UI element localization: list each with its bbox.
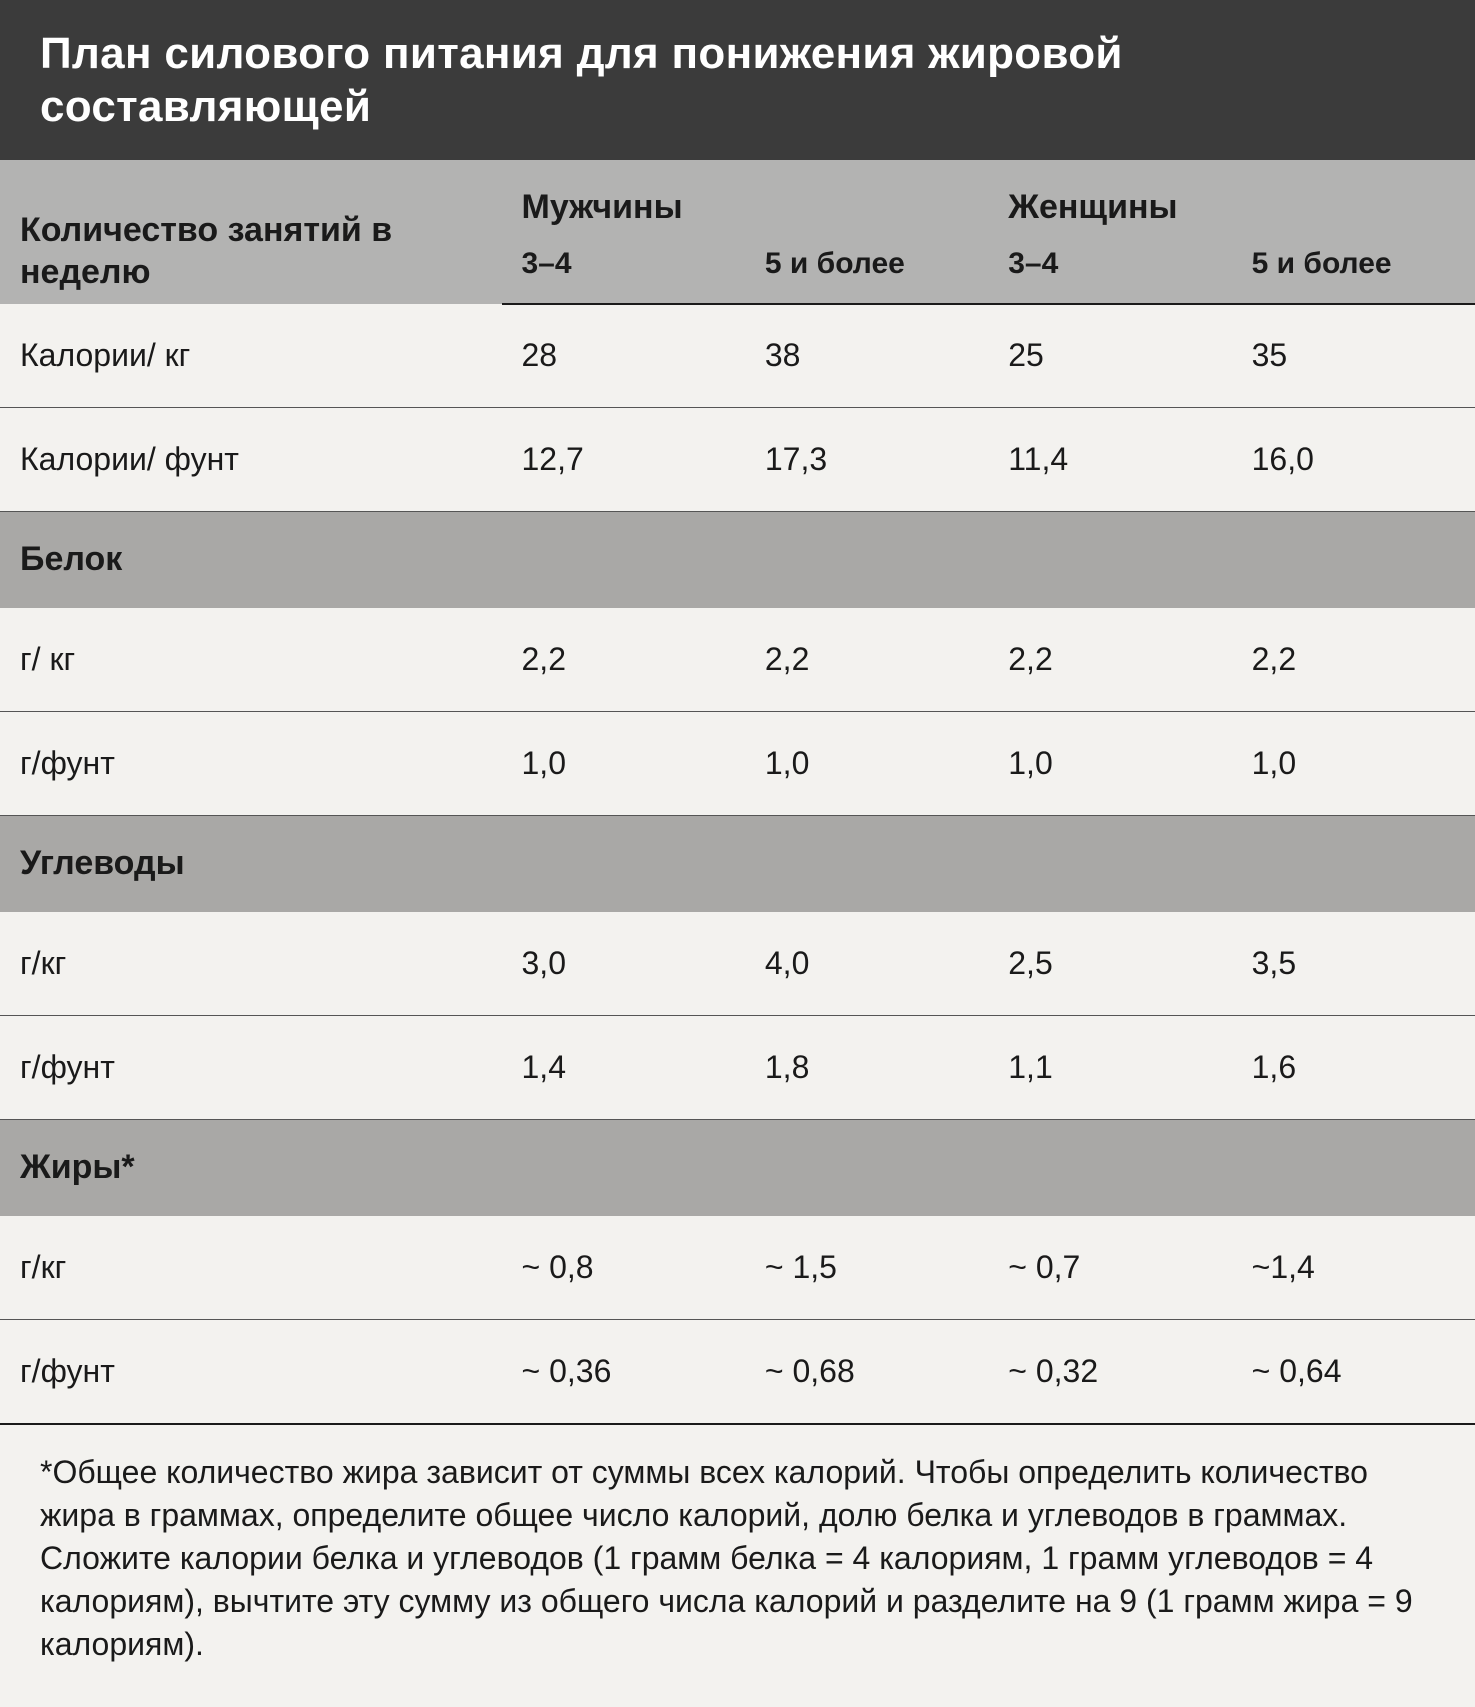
row-label: г/фунт [0, 1320, 502, 1424]
cell: 2,2 [502, 608, 745, 712]
table-row: г/фунт 1,4 1,8 1,1 1,6 [0, 1016, 1475, 1120]
col-sub-men-5p: 5 и более [745, 237, 988, 304]
table-row: г/кг ~ 0,8 ~ 1,5 ~ 0,7 ~1,4 [0, 1216, 1475, 1320]
cell: 2,2 [1232, 608, 1475, 712]
section-heading-label: Углеводы [0, 816, 1475, 912]
cell: 1,0 [1232, 712, 1475, 816]
nutrition-table: Количество занятий в неделю Мужчины Женщ… [0, 160, 1475, 1425]
row-label: г/кг [0, 1216, 502, 1320]
table-row: г/фунт ~ 0,36 ~ 0,68 ~ 0,32 ~ 0,64 [0, 1320, 1475, 1424]
cell: 1,8 [745, 1016, 988, 1120]
row-label-header: Количество занятий в неделю [0, 160, 502, 304]
cell: 1,0 [988, 712, 1231, 816]
row-label: Калории/ фунт [0, 408, 502, 512]
cell: 35 [1232, 304, 1475, 408]
table-row: г/фунт 1,0 1,0 1,0 1,0 [0, 712, 1475, 816]
title-bar: План силового питания для понижения жиро… [0, 0, 1475, 160]
cell: 1,1 [988, 1016, 1231, 1120]
cell: 4,0 [745, 912, 988, 1016]
row-label: г/ кг [0, 608, 502, 712]
cell: ~ 0,36 [502, 1320, 745, 1424]
table-row: Калории/ фунт 12,7 17,3 11,4 16,0 [0, 408, 1475, 512]
section-heading-fats: Жиры* [0, 1120, 1475, 1216]
table-header: Количество занятий в неделю Мужчины Женщ… [0, 160, 1475, 304]
footnote: *Общее количество жира зависит от суммы … [0, 1425, 1475, 1707]
section-heading-protein: Белок [0, 512, 1475, 608]
cell: 3,5 [1232, 912, 1475, 1016]
table-row: Калории/ кг 28 38 25 35 [0, 304, 1475, 408]
cell: ~1,4 [1232, 1216, 1475, 1320]
row-label: г/кг [0, 912, 502, 1016]
cell: 2,2 [745, 608, 988, 712]
cell: ~ 0,7 [988, 1216, 1231, 1320]
cell: ~ 0,32 [988, 1320, 1231, 1424]
row-label: Калории/ кг [0, 304, 502, 408]
cell: ~ 0,8 [502, 1216, 745, 1320]
cell: ~ 0,64 [1232, 1320, 1475, 1424]
cell: 2,2 [988, 608, 1231, 712]
row-label: г/фунт [0, 1016, 502, 1120]
cell: ~ 1,5 [745, 1216, 988, 1320]
col-sub-men-34: 3–4 [502, 237, 745, 304]
cell: 2,5 [988, 912, 1231, 1016]
cell: 1,0 [745, 712, 988, 816]
nutrition-plan-page: План силового питания для понижения жиро… [0, 0, 1475, 1707]
table-row: г/ кг 2,2 2,2 2,2 2,2 [0, 608, 1475, 712]
section-heading-label: Белок [0, 512, 1475, 608]
cell: 12,7 [502, 408, 745, 512]
cell: 1,0 [502, 712, 745, 816]
section-heading-carbs: Углеводы [0, 816, 1475, 912]
col-group-women: Женщины [988, 160, 1475, 237]
col-group-men: Мужчины [502, 160, 989, 237]
cell: 1,6 [1232, 1016, 1475, 1120]
cell: ~ 0,68 [745, 1320, 988, 1424]
row-label: г/фунт [0, 712, 502, 816]
cell: 17,3 [745, 408, 988, 512]
section-heading-label: Жиры* [0, 1120, 1475, 1216]
cell: 28 [502, 304, 745, 408]
page-title: План силового питания для понижения жиро… [40, 28, 1435, 134]
cell: 16,0 [1232, 408, 1475, 512]
cell: 3,0 [502, 912, 745, 1016]
col-sub-women-34: 3–4 [988, 237, 1231, 304]
cell: 25 [988, 304, 1231, 408]
table-body: Калории/ кг 28 38 25 35 Калории/ фунт 12… [0, 304, 1475, 1424]
col-sub-women-5p: 5 и более [1232, 237, 1475, 304]
cell: 1,4 [502, 1016, 745, 1120]
cell: 11,4 [988, 408, 1231, 512]
cell: 38 [745, 304, 988, 408]
table-row: г/кг 3,0 4,0 2,5 3,5 [0, 912, 1475, 1016]
